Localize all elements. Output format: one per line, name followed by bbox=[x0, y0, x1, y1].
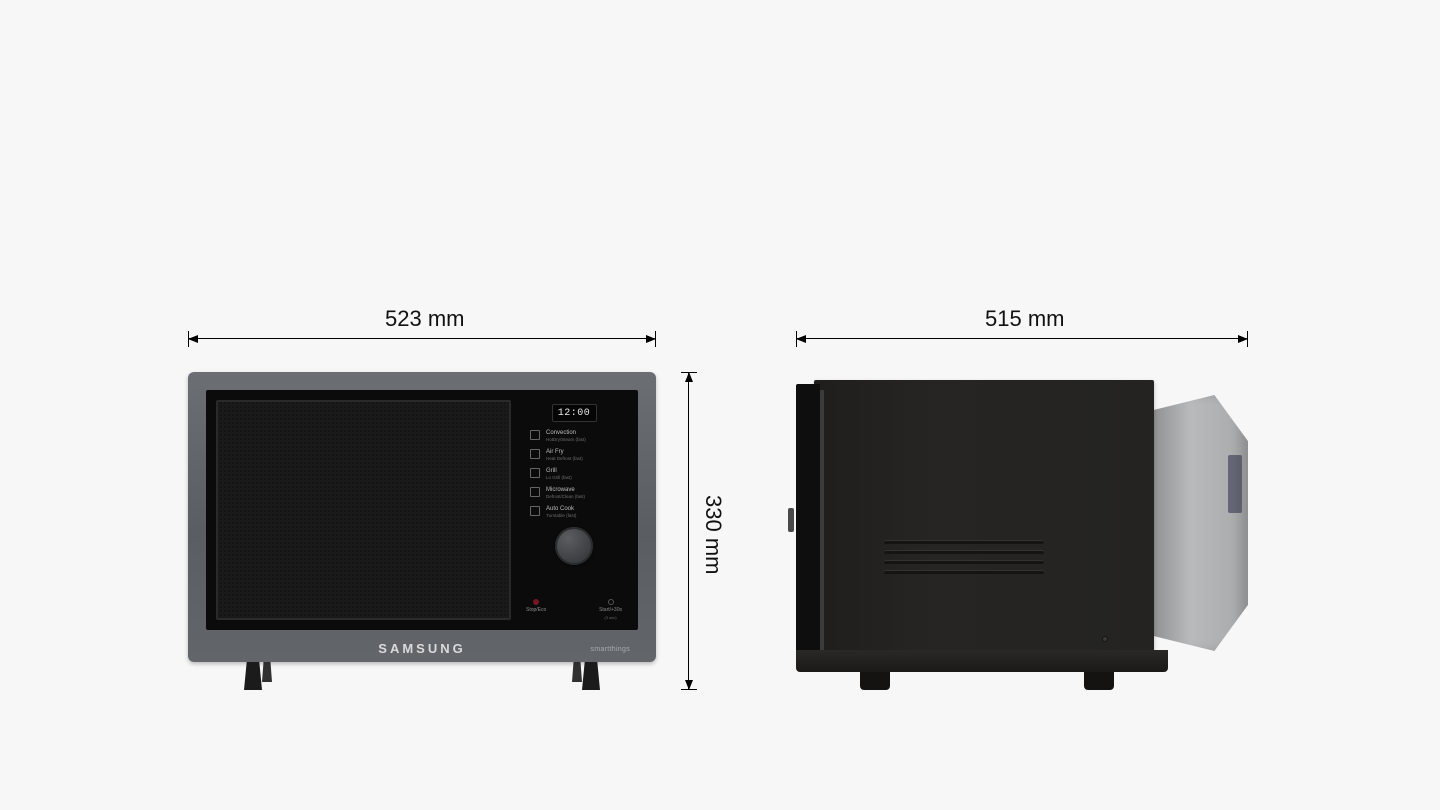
microwave-door-window bbox=[216, 400, 511, 620]
side-vents bbox=[884, 540, 1044, 574]
menu-label: Auto Cook bbox=[546, 506, 576, 513]
menu-item-grill: Grill Lo Grill (fast) bbox=[530, 468, 624, 481]
side-foot-front bbox=[860, 672, 890, 690]
menu-sublabel: Lo Grill (fast) bbox=[546, 475, 572, 481]
vent-slot bbox=[884, 540, 1044, 544]
menu-sublabel: HotDry/Steam (fast) bbox=[546, 437, 586, 443]
side-back-housing bbox=[1152, 395, 1248, 651]
bottom-button-row: Stop/Eco Start/+30s (3 sec) bbox=[520, 597, 628, 620]
dimension-label-width-front: 523 mm bbox=[385, 306, 464, 332]
front-bezel: 12:00 Convection HotDry/Steam (fast) Air… bbox=[206, 390, 638, 630]
menu-sublabel: Turntable (fast) bbox=[546, 513, 576, 519]
vent-slot bbox=[884, 570, 1044, 574]
side-base-trim bbox=[796, 650, 1168, 672]
product-side-view bbox=[814, 380, 1154, 660]
vent-slot bbox=[884, 550, 1044, 554]
grill-icon bbox=[530, 468, 540, 478]
front-foot-right-rear bbox=[572, 662, 582, 682]
side-door-handle bbox=[788, 508, 794, 532]
autocook-icon bbox=[530, 506, 540, 516]
stop-icon bbox=[533, 599, 539, 605]
side-foot-rear bbox=[1084, 672, 1114, 690]
side-screw bbox=[1102, 636, 1108, 642]
start-icon bbox=[608, 599, 614, 605]
spec-diagram-canvas: 523 mm 515 mm 330 mm 12:00 Convection Ho… bbox=[0, 0, 1440, 810]
start-button: Start/+30s (3 sec) bbox=[599, 599, 622, 620]
dimension-line-width-front bbox=[188, 338, 656, 339]
stop-label: Stop/Eco bbox=[526, 607, 546, 613]
control-panel: 12:00 Convection HotDry/Steam (fast) Air… bbox=[520, 400, 628, 620]
product-front-view: 12:00 Convection HotDry/Steam (fast) Air… bbox=[188, 372, 656, 662]
menu-label: Microwave bbox=[546, 487, 585, 494]
convection-icon bbox=[530, 430, 540, 440]
menu-sublabel: Heat Defrost (fast) bbox=[546, 456, 583, 462]
microwave-icon bbox=[530, 487, 540, 497]
menu-label: Air Fry bbox=[546, 449, 583, 456]
front-foot-left bbox=[244, 662, 262, 690]
dimension-line-width-side bbox=[796, 338, 1248, 339]
mode-menu: Convection HotDry/Steam (fast) Air Fry H… bbox=[520, 428, 628, 519]
dimension-label-width-side: 515 mm bbox=[985, 306, 1064, 332]
control-dial bbox=[555, 527, 593, 565]
start-sublabel: (3 sec) bbox=[604, 615, 616, 620]
dimension-label-height: 330 mm bbox=[700, 495, 726, 574]
airfry-icon bbox=[530, 449, 540, 459]
menu-label: Grill bbox=[546, 468, 572, 475]
menu-item-autocook: Auto Cook Turntable (fast) bbox=[530, 506, 624, 519]
start-label: Start/+30s bbox=[599, 607, 622, 613]
dimension-line-height bbox=[688, 372, 689, 690]
menu-label: Convection bbox=[546, 430, 586, 437]
menu-item-microwave: Microwave Defrost/Clean (fast) bbox=[530, 487, 624, 500]
menu-item-airfry: Air Fry Heat Defrost (fast) bbox=[530, 449, 624, 462]
menu-sublabel: Defrost/Clean (fast) bbox=[546, 494, 585, 500]
stop-button: Stop/Eco bbox=[526, 599, 546, 620]
clock-display: 12:00 bbox=[552, 404, 597, 422]
side-back-plate bbox=[1228, 455, 1242, 513]
sub-brand-label: smartthings bbox=[591, 646, 630, 653]
vent-slot bbox=[884, 560, 1044, 564]
front-foot-left-rear bbox=[262, 662, 272, 682]
side-door-edge bbox=[796, 384, 820, 656]
menu-item-convection: Convection HotDry/Steam (fast) bbox=[530, 430, 624, 443]
brand-logo: SAMSUNG bbox=[378, 641, 465, 656]
front-foot-right bbox=[582, 662, 600, 690]
